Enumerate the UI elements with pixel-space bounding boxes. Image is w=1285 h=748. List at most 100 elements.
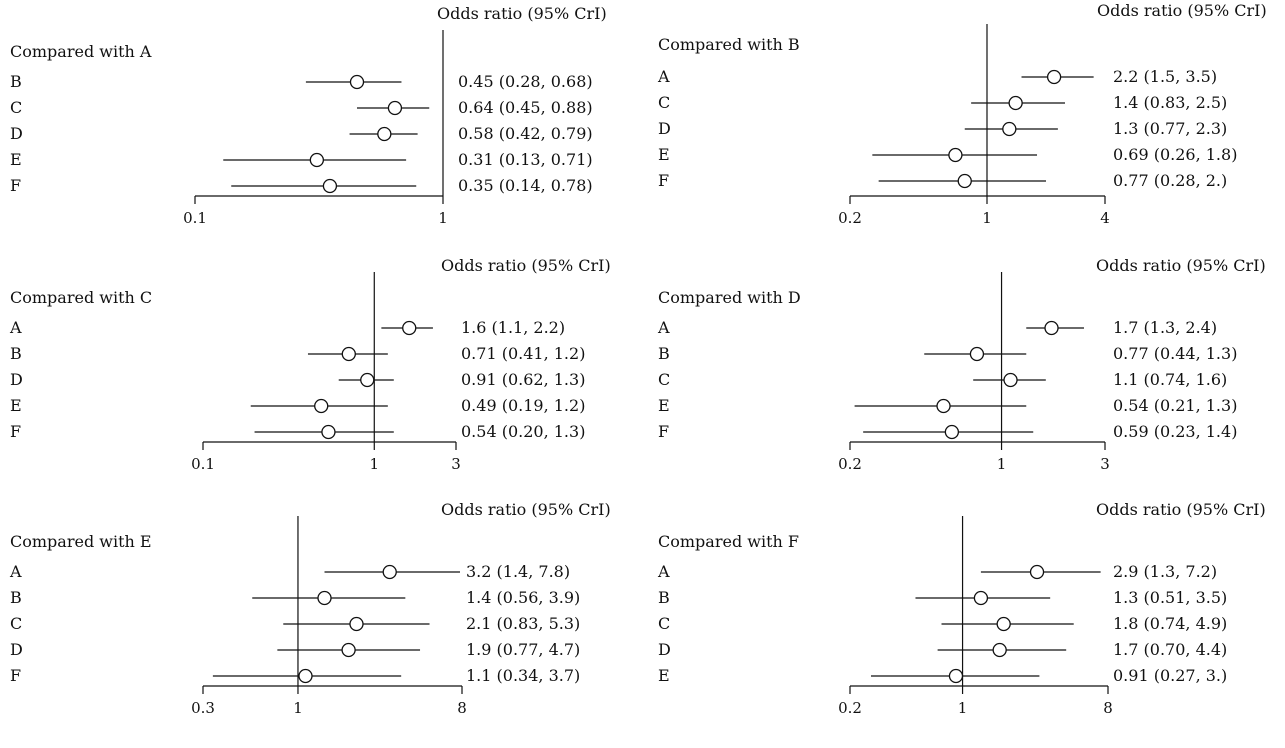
estimate-text: 1.7 (1.3, 2.4) [1113,318,1217,337]
point-estimate [936,398,951,414]
panel-header: Odds ratio (95% CrI) [441,500,611,519]
estimate-text: 1.4 (0.83, 2.5) [1113,93,1227,112]
point-estimate [1002,121,1017,137]
point-estimate [1046,69,1062,85]
row-label: A [657,562,670,581]
row-label: B [658,344,670,363]
comparator-label: Compared with A [10,42,152,61]
row-label: E [658,396,670,415]
comparator-label: Compared with C [10,288,152,307]
tick-label: 3 [451,455,461,473]
estimate-text: 0.54 (0.21, 1.3) [1113,396,1237,415]
comparator-label: Compared with F [658,532,799,551]
tick-label: 0.2 [838,209,862,227]
row-label: C [658,370,670,389]
estimate-text: 0.77 (0.28, 2.) [1113,171,1227,190]
point-estimate [349,74,365,90]
forest-panel: Odds ratio (95% CrI) Compared with D A 1.7 … [657,256,1266,473]
tick-label: 8 [457,699,467,717]
forest-panel: Odds ratio (95% CrI) Compared with E A 3.2 … [9,500,611,717]
comparator-label: Compared with B [658,35,800,54]
estimate-text: 1.3 (0.77, 2.3) [1113,119,1227,138]
estimate-text: 0.58 (0.42, 0.79) [458,124,593,143]
estimate-text: 0.69 (0.26, 1.8) [1113,145,1237,164]
estimate-text: 0.45 (0.28, 0.68) [458,72,593,91]
row-label: E [10,396,22,415]
point-estimate [973,590,989,606]
tick-label: 3 [1100,455,1110,473]
point-estimate [948,147,963,163]
point-estimate [1008,95,1023,111]
estimate-text: 0.54 (0.20, 1.3) [461,422,585,441]
estimate-text: 0.35 (0.14, 0.78) [458,176,593,195]
row-label: D [10,124,23,143]
tick-label: 1 [370,455,380,473]
point-estimate [969,346,985,362]
estimate-text: 0.71 (0.41, 1.2) [461,344,585,363]
panel-header: Odds ratio (95% CrI) [1097,1,1267,20]
tick-label: 8 [1103,699,1113,717]
row-label: D [658,119,671,138]
estimate-text: 0.49 (0.19, 1.2) [461,396,585,415]
comparator-label: Compared with D [658,288,801,307]
point-estimate [321,424,336,440]
point-estimate [341,346,356,362]
row-label: A [9,318,22,337]
tick-label: 1 [293,699,303,717]
estimate-text: 1.9 (0.77, 4.7) [466,640,580,659]
point-estimate [309,152,325,168]
tick-label: 0.3 [191,699,215,717]
row-label: C [10,614,22,633]
row-label: A [9,562,22,581]
row-label: B [10,72,22,91]
tick-label: 0.2 [838,455,862,473]
estimate-text: 2.9 (1.3, 7.2) [1113,562,1217,581]
point-estimate [957,173,972,189]
point-estimate [322,178,338,194]
forest-panel: Odds ratio (95% CrI) Compared with A B 0.45… [10,4,607,227]
row-label: C [658,93,670,112]
row-label: C [10,98,22,117]
tick-label: 0.1 [183,209,207,227]
tick-label: 0.1 [191,455,215,473]
tick-label: 0.2 [838,699,862,717]
row-label: E [658,145,670,164]
row-label: E [10,150,22,169]
estimate-text: 0.59 (0.23, 1.4) [1113,422,1237,441]
point-estimate [992,642,1007,658]
point-estimate [402,320,417,336]
panel-header: Odds ratio (95% CrI) [441,256,611,275]
forest-panel: Odds ratio (95% CrI) Compared with B A 2.2 … [657,1,1267,227]
point-estimate [377,126,392,142]
tick-label: 1 [982,209,992,227]
row-label: B [658,588,670,607]
row-label: A [657,318,670,337]
comparator-label: Compared with E [10,532,152,551]
estimate-text: 0.31 (0.13, 0.71) [458,150,593,169]
row-label: B [10,344,22,363]
estimate-text: 1.7 (0.70, 4.4) [1113,640,1227,659]
estimate-text: 3.2 (1.4, 7.8) [466,562,570,581]
point-estimate [944,424,960,440]
estimate-text: 2.2 (1.5, 3.5) [1113,67,1217,86]
forest-panel: Odds ratio (95% CrI) Compared with C A 1.6 … [9,256,611,473]
row-label: D [10,640,23,659]
estimate-text: 1.3 (0.51, 3.5) [1113,588,1227,607]
point-estimate [314,398,329,414]
row-label: A [657,67,670,86]
panel-header: Odds ratio (95% CrI) [1096,500,1266,519]
point-estimate [948,668,964,684]
estimate-text: 1.4 (0.56, 3.9) [466,588,580,607]
tick-label: 1 [438,209,448,227]
point-estimate [1003,372,1018,388]
row-label: F [10,422,21,441]
row-label: C [658,614,670,633]
point-estimate [387,100,403,116]
point-estimate [382,564,397,580]
point-estimate [1029,564,1045,580]
panel-header: Odds ratio (95% CrI) [437,4,607,23]
point-estimate [298,668,313,684]
row-label: F [10,176,21,195]
point-estimate [317,590,332,606]
